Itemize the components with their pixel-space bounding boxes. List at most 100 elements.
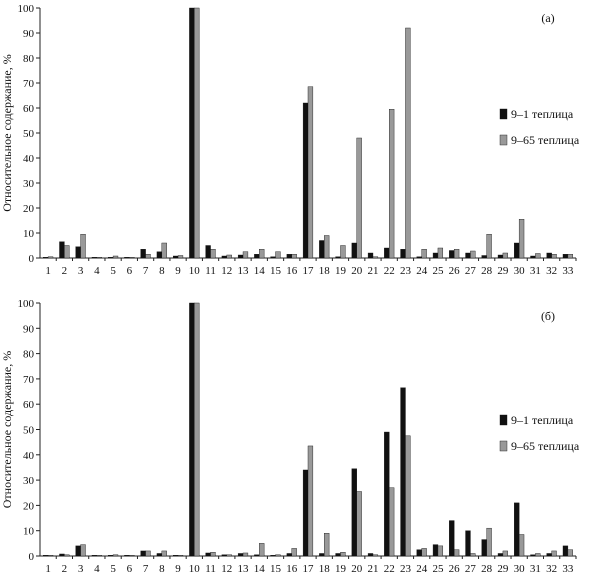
x-tick-label: 4 <box>94 563 100 575</box>
x-tick-label: 5 <box>110 265 116 277</box>
bar-series2-cat-1 <box>47 555 54 557</box>
y-tick-label: 50 <box>23 425 35 437</box>
bar-series2-cat-6 <box>129 257 135 259</box>
x-tick-label: 6 <box>127 563 133 575</box>
bar-series1-cat-16 <box>286 254 292 259</box>
x-tick-label: 4 <box>94 265 100 277</box>
bar-series1-cat-21 <box>367 553 374 557</box>
bar-series2-cat-18 <box>324 235 330 259</box>
bar-series1-cat-23 <box>400 249 406 259</box>
x-tick-label: 26 <box>449 265 461 277</box>
x-tick-label: 15 <box>270 563 282 575</box>
x-tick-label: 33 <box>562 563 574 575</box>
bar-series1-cat-32 <box>546 553 552 557</box>
bar-series2-cat-5 <box>112 255 119 259</box>
bar-series2-cat-4 <box>96 555 102 557</box>
x-tick-label: 30 <box>514 265 526 277</box>
bar-series1-cat-11 <box>205 245 211 259</box>
bar-series2-cat-31 <box>535 253 541 259</box>
bar-series1-cat-18 <box>319 240 325 259</box>
bar-series2-cat-25 <box>437 247 444 259</box>
bar-series1-cat-18 <box>319 553 325 557</box>
bar-series2-cat-13 <box>242 552 249 557</box>
x-tick-label: 10 <box>189 563 201 575</box>
bar-series1-cat-3 <box>75 545 81 557</box>
bar-series1-cat-13 <box>237 553 244 557</box>
bar-series2-cat-13 <box>242 251 249 259</box>
bar-series2-cat-23 <box>405 435 411 557</box>
bar-series2-cat-21 <box>372 256 379 259</box>
bar-series2-cat-21 <box>372 554 379 557</box>
y-tick-label: 100 <box>18 298 35 310</box>
bar-series1-cat-14 <box>254 554 260 557</box>
x-tick-label: 20 <box>351 265 363 277</box>
y-tick-label: 90 <box>23 323 35 335</box>
x-tick-label: 11 <box>205 563 216 575</box>
x-tick-label: 29 <box>497 265 509 277</box>
bar-series1-cat-26 <box>449 520 455 557</box>
bar-series1-cat-11 <box>205 552 211 557</box>
legend-swatch <box>499 134 508 146</box>
bar-series1-cat-20 <box>351 468 357 557</box>
bar-series2-cat-33 <box>567 254 573 259</box>
y-tick-label: 20 <box>23 500 35 512</box>
x-tick-label: 33 <box>562 265 574 277</box>
bar-series1-cat-23 <box>400 387 406 557</box>
bar-series2-cat-33 <box>567 549 573 557</box>
bar-series2-cat-14 <box>259 543 265 557</box>
bar-series2-cat-20 <box>356 137 362 259</box>
bar-series1-cat-6 <box>124 257 130 259</box>
x-tick-label: 3 <box>78 563 84 575</box>
y-tick-label: 20 <box>23 203 35 215</box>
bar-series2-cat-30 <box>518 219 525 259</box>
bar-series1-cat-17 <box>302 102 309 259</box>
bar-series2-cat-9 <box>177 255 184 259</box>
bar-series1-cat-32 <box>546 252 552 259</box>
x-tick-label: 17 <box>303 563 315 575</box>
y-tick-label: 10 <box>23 228 35 240</box>
bar-series1-cat-7 <box>140 249 146 259</box>
x-tick-label: 17 <box>303 265 315 277</box>
legend-swatch <box>499 440 508 452</box>
bar-series1-cat-15 <box>270 256 276 259</box>
bar-series2-cat-28 <box>486 234 492 259</box>
y-tick-label: 60 <box>23 103 35 115</box>
x-tick-label: 32 <box>546 563 557 575</box>
x-tick-label: 1 <box>45 563 51 575</box>
bar-series1-cat-24 <box>416 549 422 557</box>
bar-series2-cat-2 <box>64 554 70 557</box>
x-tick-label: 16 <box>286 563 298 575</box>
bar-series2-cat-5 <box>112 554 119 557</box>
y-tick-label: 10 <box>23 526 35 538</box>
bar-series1-cat-28 <box>481 255 487 259</box>
x-tick-label: 3 <box>78 265 84 277</box>
y-tick-label: 70 <box>23 374 35 386</box>
legend-label: 9–65 теплица <box>511 439 580 453</box>
bar-series1-cat-24 <box>416 256 422 259</box>
y-tick-label: 40 <box>23 153 35 165</box>
panel-label: (б) <box>541 309 555 323</box>
bar-series2-cat-11 <box>210 249 216 259</box>
bar-series1-cat-25 <box>432 544 439 557</box>
bar-series1-cat-13 <box>237 254 244 259</box>
y-tick-label: 80 <box>23 349 35 361</box>
panel-label: (а) <box>541 11 554 25</box>
bar-series1-cat-22 <box>384 247 390 259</box>
x-tick-label: 18 <box>319 563 331 575</box>
bar-series2-cat-15 <box>275 554 281 557</box>
x-tick-label: 31 <box>530 563 541 575</box>
bar-series2-cat-26 <box>453 249 460 259</box>
bar-series2-cat-24 <box>421 548 427 557</box>
x-tick-label: 19 <box>335 563 347 575</box>
x-tick-label: 28 <box>481 563 493 575</box>
x-tick-label: 1 <box>45 265 51 277</box>
legend-label: 9–1 теплица <box>511 413 574 427</box>
bar-series1-cat-2 <box>59 241 65 259</box>
bar-series1-cat-31 <box>530 554 536 557</box>
bar-series1-cat-16 <box>286 553 292 557</box>
x-tick-label: 13 <box>238 265 250 277</box>
x-tick-label: 15 <box>270 265 282 277</box>
bar-series2-cat-11 <box>210 552 216 557</box>
bar-series1-cat-27 <box>465 530 471 557</box>
bar-series1-cat-22 <box>384 431 390 557</box>
